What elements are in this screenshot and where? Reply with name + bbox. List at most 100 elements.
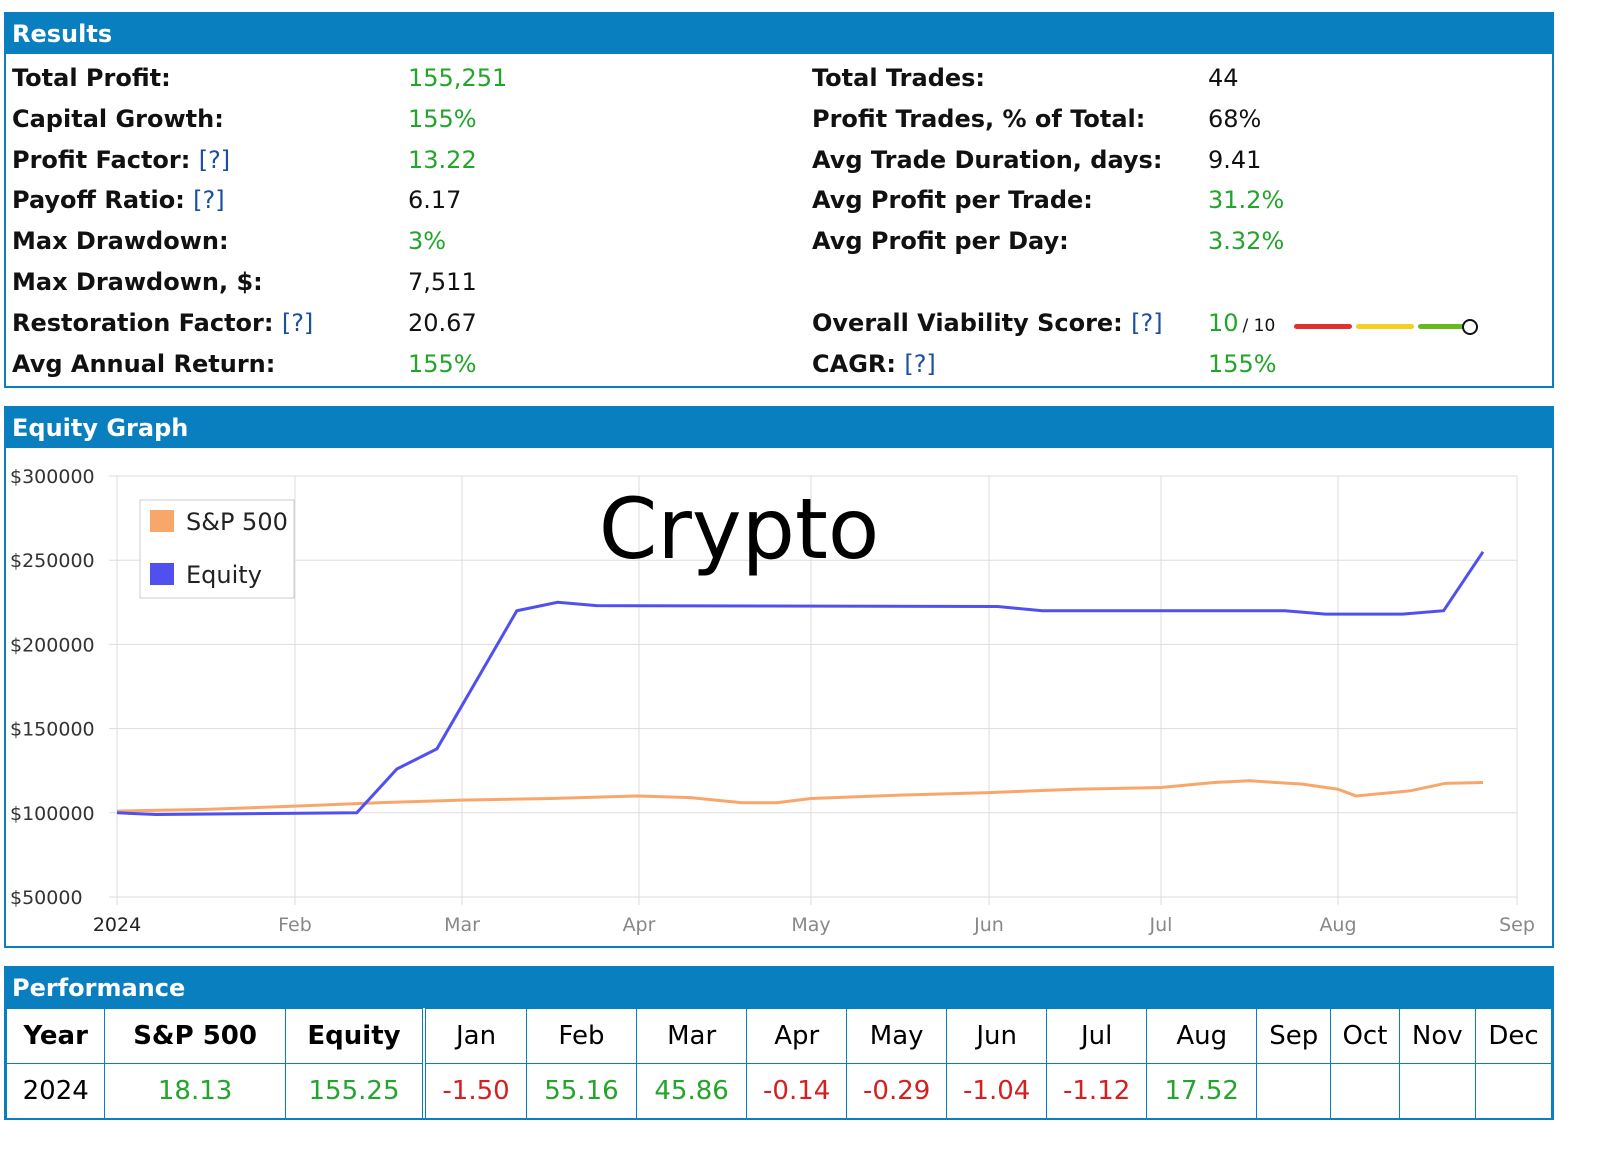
- metric-value-text: 3%: [408, 227, 447, 256]
- metric-label-text: Avg Annual Return:: [12, 349, 276, 378]
- performance-panel: Performance Year S&P 500 Equity Jan Feb Mar Ap…: [4, 966, 1554, 1120]
- x-tick-label: Sep: [1499, 914, 1535, 936]
- performance-table: Year S&P 500 Equity Jan Feb Mar Apr May Jun Jul Au…: [5, 1008, 1552, 1119]
- x-tick-label: May: [791, 914, 830, 936]
- metric-label-text: Payoff Ratio:: [12, 186, 185, 215]
- chart-title: Crypto: [599, 480, 880, 578]
- equity-chart: $300000 $250000 $200000 $150000 $100000 $5000…: [10, 466, 1535, 936]
- table-cell: 45.86: [636, 1063, 748, 1119]
- metric-value-text: 155,251: [408, 64, 508, 92]
- series-line-sp500: [116, 779, 1484, 813]
- column-header: Year: [5, 1008, 106, 1064]
- metric-label: Capital Growth:: [12, 105, 224, 133]
- help-link[interactable]: [?]: [198, 145, 231, 174]
- table-cell: -0.14: [746, 1063, 848, 1119]
- metric-value-text: 6.17: [408, 186, 462, 215]
- metric-value: 155,251: [408, 64, 507, 92]
- column-header: Jun: [946, 1008, 1048, 1064]
- column-header: Aug: [1146, 1008, 1258, 1064]
- viability-score-marker: [1462, 318, 1478, 335]
- metric-label-text: Profit Trades, % of Total:: [812, 104, 1146, 133]
- metric-value-text: 155%: [408, 349, 477, 378]
- metric-label: Overall Viability Score: [?]: [812, 309, 1163, 337]
- help-link[interactable]: [?]: [1131, 308, 1163, 337]
- table-cell: [1330, 1063, 1400, 1119]
- metric-label-text: Capital Growth:: [12, 104, 224, 133]
- metric-value: 10/ 10: [1208, 308, 1478, 337]
- metric-label-text: Avg Trade Duration, days:: [812, 145, 1163, 174]
- help-link[interactable]: [?]: [281, 308, 314, 337]
- table-cell: [1256, 1063, 1332, 1119]
- metric-label: Payoff Ratio: [?]: [12, 186, 225, 214]
- y-tick-label: $250000: [10, 550, 95, 572]
- metric-label-text: Avg Profit per Day:: [812, 227, 1069, 256]
- x-tick-label: 2024: [93, 914, 141, 936]
- metric-label: Avg Annual Return:: [12, 350, 275, 378]
- column-header: Feb: [525, 1008, 638, 1064]
- help-link[interactable]: [?]: [193, 186, 225, 215]
- y-tick-label: $50000: [10, 887, 83, 909]
- table-cell: 2024: [5, 1063, 106, 1119]
- metric-label-text: Max Drawdown, $:: [12, 268, 263, 296]
- metric-value: 3.32%: [1208, 227, 1284, 255]
- metric-value-text: 9.41: [1208, 145, 1262, 174]
- equity-graph-panel: Equity Graph $300000 $250000 $200000 $15000…: [4, 406, 1554, 948]
- metric-value-text: 7,511: [408, 268, 477, 296]
- metric-value: 155%: [1208, 350, 1277, 378]
- metric-value: 68%: [1208, 105, 1261, 133]
- table-cell: 155.25: [284, 1063, 427, 1119]
- column-header: Equity: [284, 1008, 427, 1064]
- metric-value: 31.2%: [1208, 186, 1284, 214]
- score-max: / 10: [1242, 315, 1276, 336]
- x-tick-label: Feb: [278, 914, 312, 936]
- metric-label-text: Overall Viability Score:: [812, 308, 1123, 337]
- results-header: Results: [6, 14, 1552, 54]
- metric-value-text: 13.22: [408, 145, 477, 174]
- metric-label: Total Profit:: [12, 64, 171, 92]
- column-header: Oct: [1330, 1008, 1400, 1064]
- metric-label: Avg Profit per Trade:: [812, 186, 1093, 214]
- metric-value: 9.41: [1208, 146, 1261, 174]
- legend-label: S&P 500: [186, 508, 288, 536]
- metric-label: Max Drawdown:: [12, 227, 229, 255]
- metric-label: Total Trades:: [812, 64, 985, 92]
- metric-value-text: 10: [1208, 308, 1239, 337]
- metric-value: 155%: [408, 350, 477, 378]
- column-header: S&P 500: [104, 1008, 286, 1064]
- metric-label: CAGR: [?]: [812, 350, 936, 378]
- y-tick-label: $300000: [10, 466, 95, 488]
- metric-value: 3%: [408, 227, 446, 255]
- metric-value-text: 20.67: [408, 308, 477, 337]
- x-tick-label: Mar: [444, 914, 480, 936]
- column-header: Sep: [1256, 1008, 1332, 1064]
- metric-label: Avg Trade Duration, days:: [812, 146, 1162, 174]
- column-header: Nov: [1398, 1008, 1477, 1064]
- metric-label-text: Total Trades:: [812, 64, 986, 92]
- viability-score-bar: [1294, 318, 1478, 335]
- help-link[interactable]: [?]: [904, 349, 936, 378]
- column-header: May: [846, 1008, 948, 1064]
- column-header: Jul: [1046, 1008, 1148, 1064]
- metric-value: 13.22: [408, 146, 477, 174]
- metric-value: 6.17: [408, 186, 461, 214]
- series-line-equity: [116, 550, 1485, 816]
- metric-value: 20.67: [408, 309, 477, 337]
- metric-label-text: Avg Profit per Trade:: [812, 186, 1093, 215]
- metric-value: 44: [1208, 64, 1239, 92]
- metric-label: Avg Profit per Day:: [812, 227, 1069, 255]
- y-tick-label: $100000: [10, 803, 95, 825]
- metric-value-text: 44: [1208, 64, 1239, 92]
- legend-swatch: [150, 510, 174, 532]
- y-tick-label: $200000: [10, 634, 95, 656]
- x-tick-label: Jun: [973, 914, 1004, 936]
- column-header: Apr: [746, 1008, 848, 1064]
- metric-label: Profit Factor: [?]: [12, 146, 230, 174]
- table-cell: 55.16: [525, 1063, 638, 1119]
- metric-label-text: Max Drawdown:: [12, 227, 229, 256]
- metric-value-text: 155%: [408, 104, 477, 133]
- metric-label: Max Drawdown, $:: [12, 268, 263, 296]
- metric-value: 155%: [408, 105, 477, 133]
- metric-label-text: Profit Factor:: [12, 145, 191, 174]
- table-cell: -1.50: [423, 1063, 527, 1119]
- table-cell: -0.29: [846, 1063, 948, 1119]
